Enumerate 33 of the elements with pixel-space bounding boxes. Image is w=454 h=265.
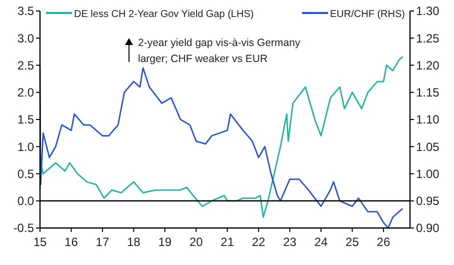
x-tick-label: 19: [158, 235, 172, 249]
y2-tick-label: 1.30: [416, 4, 440, 18]
legend-label: DE less CH 2-Year Gov Yield Gap (LHS): [74, 9, 254, 20]
y2-tick-label: 1.10: [416, 112, 440, 127]
annotation: 2-year yield gap vis-à-vis Germany larger; CHF weaker vs EUR: [138, 37, 301, 65]
y2-tick-label: 1.20: [416, 58, 440, 72]
x-tick-label: 25: [346, 235, 360, 249]
x-tick-label: 26: [376, 235, 390, 249]
y2-tick-label: 0.90: [416, 221, 440, 236]
x-tick-label: 17: [96, 235, 110, 249]
x-tick-label: 18: [126, 235, 141, 249]
x-tick-label: 15: [33, 235, 47, 249]
y-tick-label: 1.0: [17, 140, 34, 154]
y-tick-label: 1.5: [17, 112, 34, 127]
y-tick-label: -0.5: [13, 221, 34, 236]
x-tick-label: 22: [252, 235, 266, 249]
y-tick-label: 2.5: [17, 58, 34, 72]
y-tick-label: 3.0: [17, 31, 34, 46]
x-tick-label: 20: [189, 235, 204, 249]
legend-label: EUR/CHF (RHS): [330, 9, 405, 20]
y2-tick-label: 1.15: [416, 86, 440, 100]
y-tick-label: 0.0: [17, 194, 34, 208]
x-tick-label: 24: [314, 235, 328, 249]
y2-tick-label: 0.95: [416, 194, 440, 208]
y-tick-label: 2.0: [17, 86, 34, 100]
x-tick-label: 23: [283, 235, 297, 249]
y-tick-label: 3.5: [17, 4, 34, 18]
y2-tick-label: 1.25: [416, 31, 440, 46]
x-tick-label: 21: [220, 235, 234, 249]
x-tick-label: 16: [64, 235, 78, 249]
y2-tick-label: 1.05: [416, 140, 440, 154]
y2-tick-label: 1.00: [416, 166, 440, 181]
y-tick-label: 0.5: [17, 166, 34, 181]
